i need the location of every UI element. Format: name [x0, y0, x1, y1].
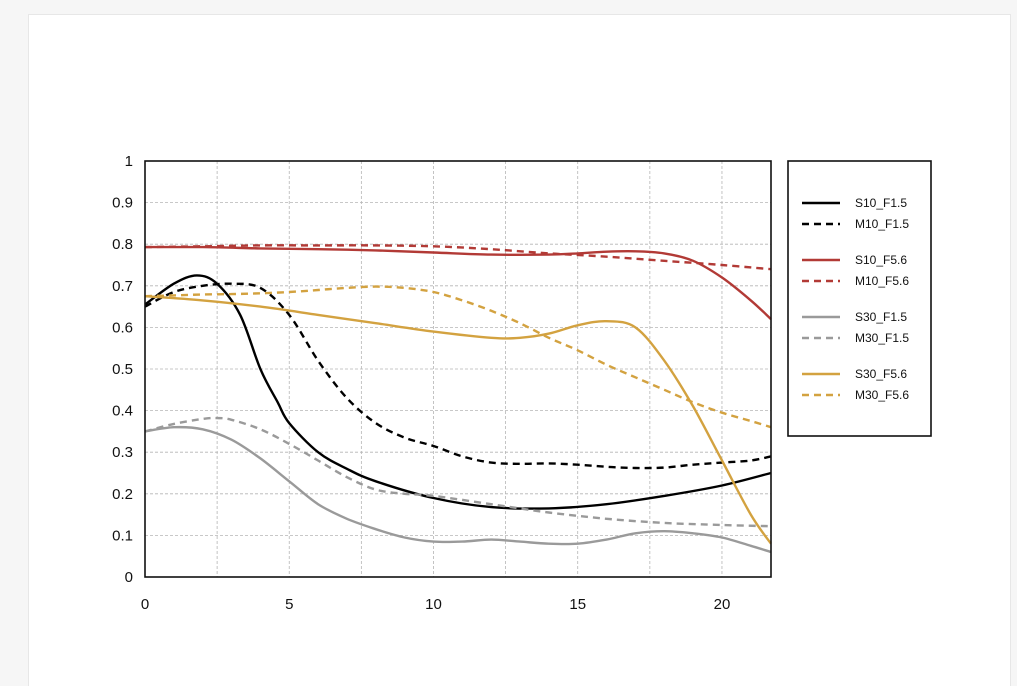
y-tick-label: 0.6 — [112, 319, 133, 336]
plot-frame — [144, 160, 772, 578]
legend-label-m30-f1-5: M30_F1.5 — [855, 331, 909, 345]
y-tick-label: 0.5 — [112, 361, 133, 378]
x-tick-label: 0 — [141, 596, 149, 613]
series-line-m10-f1-5 — [144, 282, 772, 470]
series-line-m10-f5-6 — [144, 244, 772, 271]
series-line-m30-f1-5 — [144, 416, 772, 528]
axis-ticks: 0 5 10 15 20 0 0.1 0.2 0.3 0.4 0.5 0.6 0.7 0.8 0.9 1 — [112, 153, 730, 613]
y-tick-label: 0 — [125, 569, 133, 586]
y-tick-label: 0.1 — [112, 527, 133, 544]
grid — [145, 161, 771, 577]
x-tick-label: 20 — [714, 596, 731, 613]
y-tick-label: 0.7 — [112, 278, 133, 295]
x-tick-label: 15 — [569, 596, 586, 613]
legend-label-m10-f1-5: M10_F1.5 — [855, 217, 909, 231]
legend-label-s10-f1-5: S10_F1.5 — [855, 196, 907, 210]
legend-label-s30-f5-6: S30_F5.6 — [855, 367, 907, 381]
series-line-s30-f1-5 — [144, 425, 772, 554]
x-tick-label: 10 — [425, 596, 442, 613]
y-tick-label: 0.8 — [112, 236, 133, 253]
legend: S10_F1.5 M10_F1.5 S10_F5.6 M10_F5.6 S30_F1.5… — [787, 160, 932, 437]
y-tick-label: 0.9 — [112, 195, 133, 212]
legend-label-s10-f5-6: S10_F5.6 — [855, 253, 907, 267]
legend-label-s30-f1-5: S30_F1.5 — [855, 310, 907, 324]
x-tick-label: 5 — [285, 596, 293, 613]
y-tick-label: 0.3 — [112, 444, 133, 461]
y-tick-label: 0.2 — [112, 486, 133, 503]
legend-box — [787, 160, 932, 437]
legend-label-m10-f5-6: M10_F5.6 — [855, 274, 909, 288]
y-tick-label: 1 — [125, 153, 133, 170]
series-line-m30-f5-6 — [144, 285, 772, 429]
series-line-s10-f1-5 — [144, 274, 772, 510]
y-tick-label: 0.4 — [112, 403, 133, 420]
series-line-s30-f5-6 — [144, 295, 772, 545]
legend-label-m30-f5-6: M30_F5.6 — [855, 388, 909, 402]
series-lines — [144, 244, 772, 554]
